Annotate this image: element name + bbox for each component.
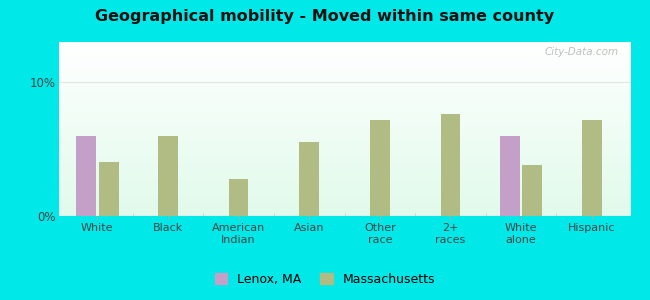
Bar <box>299 142 319 216</box>
Legend: Lenox, MA, Massachusetts: Lenox, MA, Massachusetts <box>210 268 440 291</box>
Bar <box>58 84 630 87</box>
Bar <box>370 120 390 216</box>
Bar <box>58 115 630 118</box>
Bar <box>58 59 630 63</box>
Bar <box>58 136 630 140</box>
Bar <box>58 108 630 112</box>
Bar <box>58 63 630 66</box>
Bar <box>58 80 630 84</box>
Bar <box>58 98 630 101</box>
Bar <box>58 125 630 129</box>
Bar <box>58 56 630 59</box>
Text: Geographical mobility - Moved within same county: Geographical mobility - Moved within sam… <box>96 9 554 24</box>
Bar <box>99 163 118 216</box>
Bar <box>58 52 630 56</box>
Bar <box>58 174 630 178</box>
Bar <box>58 118 630 122</box>
Bar <box>58 209 630 212</box>
Bar <box>58 101 630 105</box>
Bar <box>58 171 630 174</box>
Bar <box>58 112 630 115</box>
Bar <box>58 202 630 206</box>
Bar <box>58 94 630 98</box>
Bar <box>582 120 601 216</box>
Bar <box>58 199 630 202</box>
Bar <box>58 49 630 52</box>
Text: City-Data.com: City-Data.com <box>545 47 619 57</box>
Bar <box>58 66 630 70</box>
Bar <box>58 70 630 73</box>
Bar <box>58 87 630 91</box>
Bar <box>58 105 630 108</box>
Bar <box>58 143 630 146</box>
Bar <box>58 150 630 153</box>
Bar <box>58 42 630 46</box>
Bar <box>58 140 630 143</box>
Bar <box>58 91 630 94</box>
Bar <box>58 160 630 164</box>
Bar <box>58 122 630 125</box>
Bar <box>58 185 630 188</box>
Bar <box>76 136 96 216</box>
Bar <box>58 206 630 209</box>
Bar <box>58 157 630 160</box>
Bar <box>58 146 630 150</box>
Bar <box>58 77 630 80</box>
Bar <box>441 114 460 216</box>
Bar <box>58 192 630 195</box>
Bar <box>158 136 178 216</box>
Bar <box>500 136 519 216</box>
Bar <box>58 188 630 192</box>
Bar <box>58 73 630 77</box>
Bar <box>58 195 630 199</box>
Bar <box>58 167 630 171</box>
Bar <box>58 178 630 181</box>
Bar <box>58 129 630 133</box>
Bar <box>523 165 542 216</box>
Bar <box>58 164 630 167</box>
Bar <box>58 212 630 216</box>
Bar <box>58 46 630 49</box>
Bar <box>58 181 630 185</box>
Bar <box>58 153 630 157</box>
Bar <box>229 178 248 216</box>
Bar <box>58 133 630 136</box>
